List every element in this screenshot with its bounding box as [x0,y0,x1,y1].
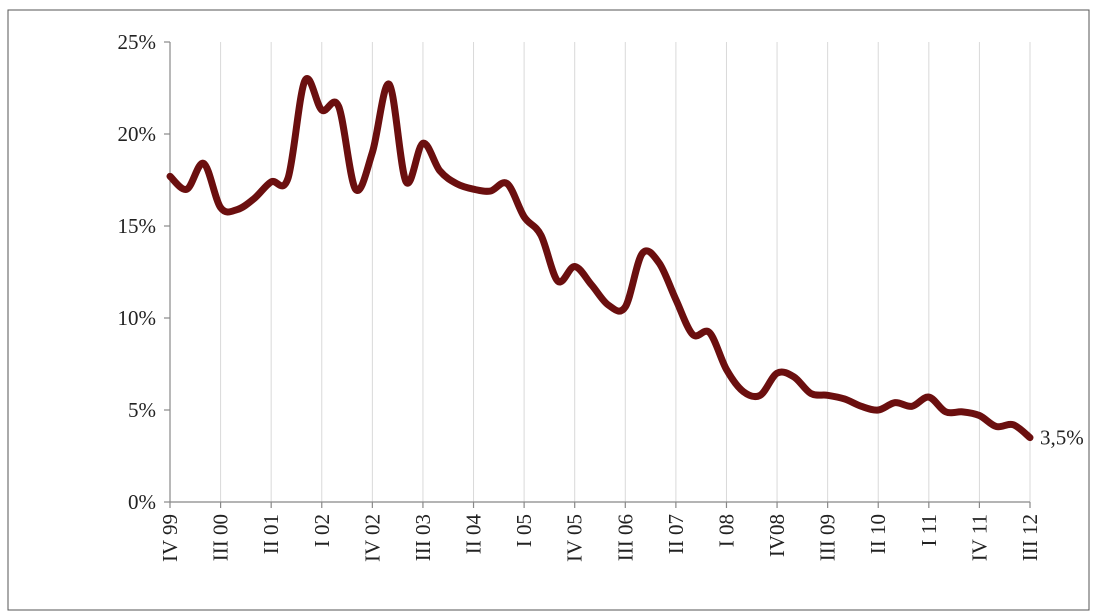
y-tick-label: 25% [118,30,157,54]
x-tick-label: IV 05 [563,514,587,562]
x-tick-label: III 06 [613,514,637,561]
x-tick-label: III 09 [816,514,840,561]
x-tick-label: I 05 [512,514,536,547]
y-tick-label: 5% [128,398,156,422]
y-tick-label: 20% [118,122,157,146]
x-tick-label: II 01 [259,514,283,554]
x-tick-label: I 02 [310,514,334,547]
x-tick-label: IV08 [765,514,789,557]
x-tick-label: II 07 [664,514,688,554]
chart-frame [7,9,1090,611]
data-label: 3,5% [1040,426,1084,450]
x-tick-label: I 08 [714,514,738,547]
x-tick-label: II 04 [462,514,486,555]
y-tick-label: 10% [118,306,157,330]
x-tick-label: IV 02 [360,514,384,562]
x-tick-label: IV 11 [967,514,991,561]
line-series [166,74,1034,442]
x-tick-label: II 10 [866,514,890,554]
x-tick-label: III 12 [1018,514,1042,561]
x-tick-label: IV 99 [158,514,182,562]
x-tick-label: III 00 [209,514,233,561]
x-tick-label: III 03 [411,514,435,561]
x-tick-label: I 11 [917,514,941,546]
y-tick-label: 0% [128,490,156,514]
y-tick-label: 15% [118,214,157,238]
